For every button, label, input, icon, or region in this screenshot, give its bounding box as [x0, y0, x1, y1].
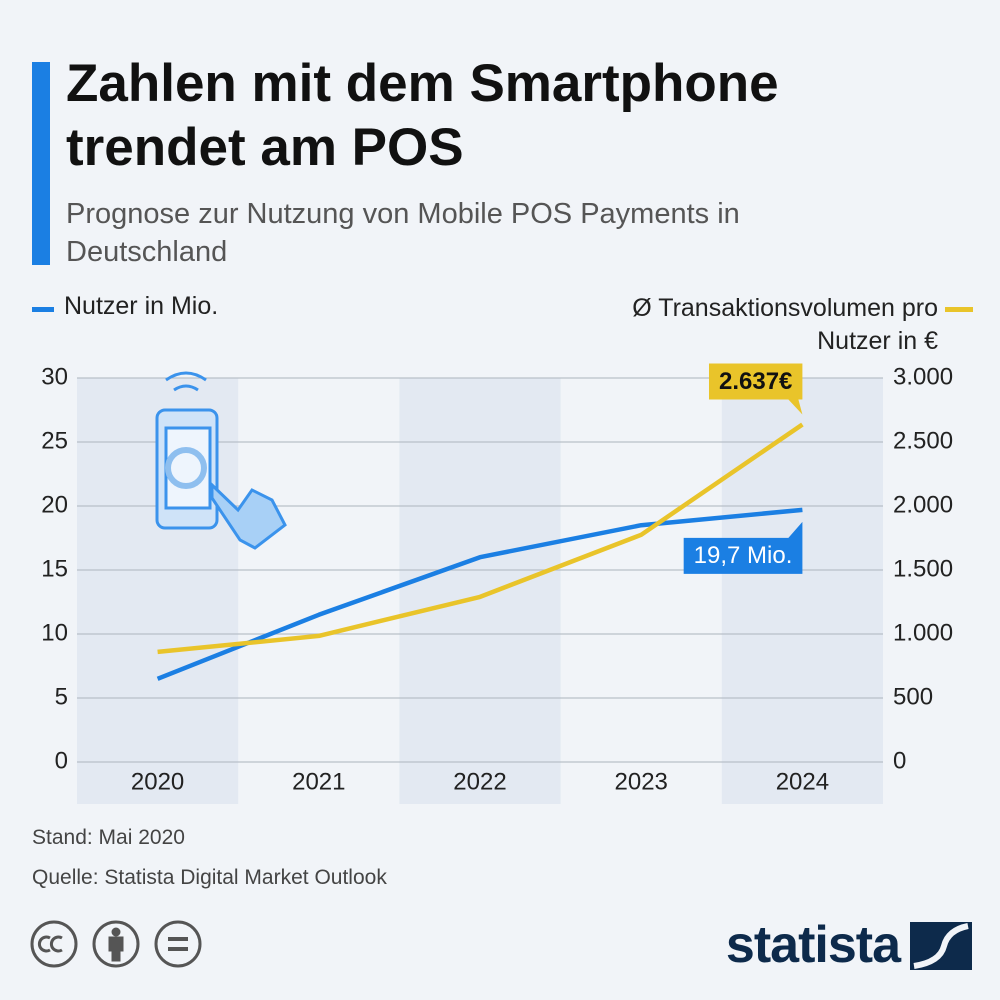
line [156, 507, 803, 681]
y2-tick-label: 2.500 [893, 427, 953, 454]
accent-bar [32, 62, 50, 265]
y-tick-label: 30 [41, 363, 68, 390]
brand: statista [725, 916, 901, 974]
y2-tick-label: 3.000 [893, 363, 953, 390]
label-box [708, 363, 803, 415]
legend-label: Ø Transaktionsvolumen pro Nutzer in € [632, 294, 938, 355]
x-tick-label: 2023 [615, 768, 668, 795]
value-label: 19,7 Mio. [683, 521, 803, 574]
legend-swatch [945, 307, 973, 312]
x-tick-label: 2024 [776, 768, 829, 795]
y2-tick-label: 500 [893, 683, 933, 710]
source: Quelle: Statista Digital Market Outlook [32, 866, 387, 889]
icon [155, 371, 287, 550]
y-tick-label: 15 [41, 555, 68, 582]
y-tick-label: 10 [41, 619, 68, 646]
y-tick-label: 25 [41, 427, 68, 454]
label-box [683, 521, 803, 574]
subtitle: Prognose zur Nutzung von Mobile POS Paym… [66, 198, 740, 268]
x-tick-label: 2020 [131, 768, 184, 795]
value-label: 2.637€ [708, 363, 803, 415]
value-label-text: 2.637€ [719, 368, 792, 395]
license-icons [30, 920, 202, 968]
y2-tick-label: 1.500 [893, 555, 953, 582]
x-tick-label: 2022 [453, 768, 506, 795]
value-label-text: 19,7 Mio. [694, 542, 793, 569]
chart: 2020 2021 2022 2023 2024 0 5 10 15 20 25 30 0 500 1.00… [41, 363, 953, 804]
legend-label: Nutzer in Mio. [64, 292, 219, 320]
x-tick-label: 2021 [292, 768, 345, 795]
title: Zahlen mit dem Smartphone trendet am POS [66, 54, 779, 177]
band [399, 378, 561, 804]
line [157, 422, 804, 655]
band [721, 378, 883, 804]
note: Stand: Mai 2020 [32, 826, 185, 849]
legend-swatch [32, 307, 54, 312]
y-tick-label: 20 [41, 491, 68, 518]
y2-tick-label: 1.000 [893, 619, 953, 646]
y2-tick-label: 2.000 [893, 491, 953, 518]
y-tick-label: 0 [55, 747, 68, 774]
y2-tick-label: 0 [893, 747, 906, 774]
y-tick-label: 5 [55, 683, 68, 710]
brand-logo [910, 922, 972, 970]
